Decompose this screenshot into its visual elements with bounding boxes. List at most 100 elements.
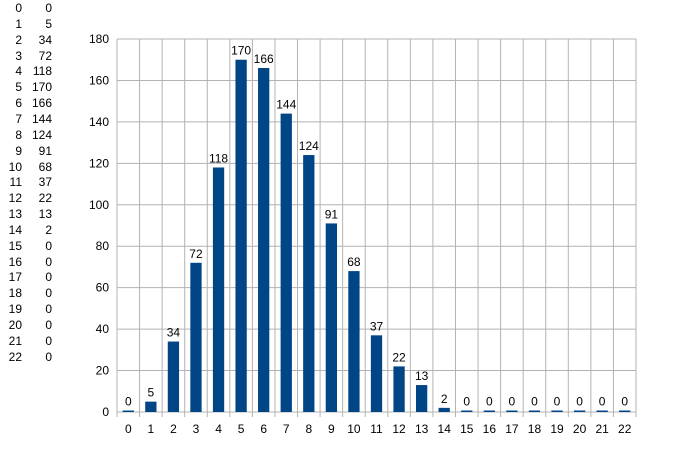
data-table-row: 15 0	[0, 238, 60, 254]
data-table-key: 7	[15, 111, 22, 126]
data-table-value: 118	[32, 64, 52, 79]
bar	[483, 410, 495, 412]
data-label: 166	[254, 52, 274, 66]
x-tick-label: 12	[392, 422, 406, 436]
x-tick-label: 20	[573, 422, 587, 436]
y-tick-label: 140	[89, 115, 109, 129]
data-table-value: 37	[38, 175, 52, 190]
data-table-key: 11	[9, 175, 22, 190]
data-table-value: 34	[38, 32, 52, 47]
y-tick-label: 180	[89, 32, 109, 46]
x-tick-label: 18	[528, 422, 542, 436]
x-tick-label: 21	[595, 422, 609, 436]
data-label: 0	[599, 395, 606, 409]
x-tick-label: 2	[170, 422, 177, 436]
data-table-value: 170	[31, 80, 52, 95]
data-table-row: 5 170	[0, 79, 60, 95]
data-table-row: 3 72	[0, 48, 60, 64]
x-tick-label: 4	[215, 422, 222, 436]
data-table-key: 21	[8, 333, 22, 348]
data-label: 91	[325, 207, 339, 221]
data-table-row: 2 34	[0, 32, 60, 48]
data-label: 68	[347, 255, 361, 269]
bar	[573, 410, 586, 412]
bar	[280, 113, 292, 412]
data-table-value: 22	[38, 191, 52, 206]
data-table-row: 16 0	[0, 254, 60, 270]
data-label: 118	[209, 151, 228, 165]
data-table-value: 0	[45, 238, 52, 253]
data-table-row: 22 0	[0, 349, 60, 365]
y-tick-label: 100	[89, 198, 109, 212]
data-table-value: 0	[45, 254, 52, 269]
data-table-key: 14	[8, 222, 22, 237]
data-table-value: 0	[45, 1, 52, 15]
data-table-key: 22	[8, 349, 22, 364]
data-table-value: 0	[45, 318, 52, 332]
data-label: 0	[486, 395, 493, 409]
data-table-key: 3	[15, 48, 22, 63]
x-tick-label: 6	[260, 422, 267, 436]
data-table-key: 0	[15, 1, 22, 15]
data-table-row: 17 0	[0, 269, 60, 285]
bar	[461, 410, 473, 412]
data-label: 37	[370, 319, 384, 333]
data-table-value: 2	[45, 222, 52, 237]
data-table-key: 16	[8, 254, 22, 269]
data-table-key: 15	[8, 238, 22, 253]
x-tick-label: 7	[283, 422, 290, 436]
bar	[212, 167, 225, 412]
data-table-key: 8	[15, 127, 22, 142]
data-label: 0	[463, 395, 470, 409]
data-table-row: 20 0	[0, 317, 60, 333]
x-tick-label: 9	[328, 422, 335, 436]
data-label: 34	[167, 326, 181, 340]
data-table-row: 8 124	[0, 127, 60, 143]
y-tick-label: 20	[96, 364, 110, 378]
data-label: 0	[531, 395, 538, 409]
bar	[303, 155, 315, 413]
bar	[528, 410, 541, 412]
data-table-value: 0	[45, 302, 52, 317]
y-tick-label: 40	[96, 322, 110, 336]
data-table-key: 20	[8, 318, 22, 332]
data-table-row: 9 91	[0, 143, 60, 159]
x-tick-label: 13	[415, 422, 429, 436]
data-label: 13	[415, 369, 429, 383]
data-label: 124	[299, 139, 319, 153]
data-table-key: 4	[15, 64, 22, 79]
data-table-key: 13	[8, 207, 22, 222]
data-label: 0	[509, 395, 516, 409]
x-tick-label: 19	[550, 422, 564, 436]
data-label: 144	[276, 98, 296, 112]
data-table-row: 11 37	[0, 174, 60, 190]
data-table-value: 13	[38, 207, 52, 222]
bar	[619, 410, 631, 412]
data-table-value: 0	[45, 286, 52, 301]
data-table-row: 13 13	[0, 206, 60, 222]
data-table-key: 17	[8, 270, 22, 285]
data-label: 72	[189, 247, 203, 261]
data-table-value: 5	[45, 16, 52, 31]
bar	[167, 341, 180, 412]
bar	[415, 385, 428, 412]
data-table-value: 0	[45, 349, 52, 364]
data-table-row: 4 118	[0, 63, 60, 79]
data-table-value: 166	[31, 96, 52, 111]
data-table-key: 9	[15, 143, 22, 158]
data-table-row: 14 2	[0, 222, 60, 238]
y-tick-label: 0	[102, 405, 109, 419]
bar	[145, 401, 157, 412]
x-tick-label: 5	[238, 422, 245, 436]
data-table-row: 6 166	[0, 95, 60, 111]
data-table-key: 19	[8, 302, 22, 317]
data-table-row: 7 144	[0, 111, 60, 127]
bar	[370, 335, 383, 412]
data-table-row: 12 22	[0, 190, 60, 206]
x-tick-label: 11	[370, 422, 383, 436]
data-label: 0	[554, 395, 561, 409]
data-table-key: 12	[8, 191, 22, 206]
bar	[325, 223, 338, 412]
x-tick-label: 8	[305, 422, 312, 436]
